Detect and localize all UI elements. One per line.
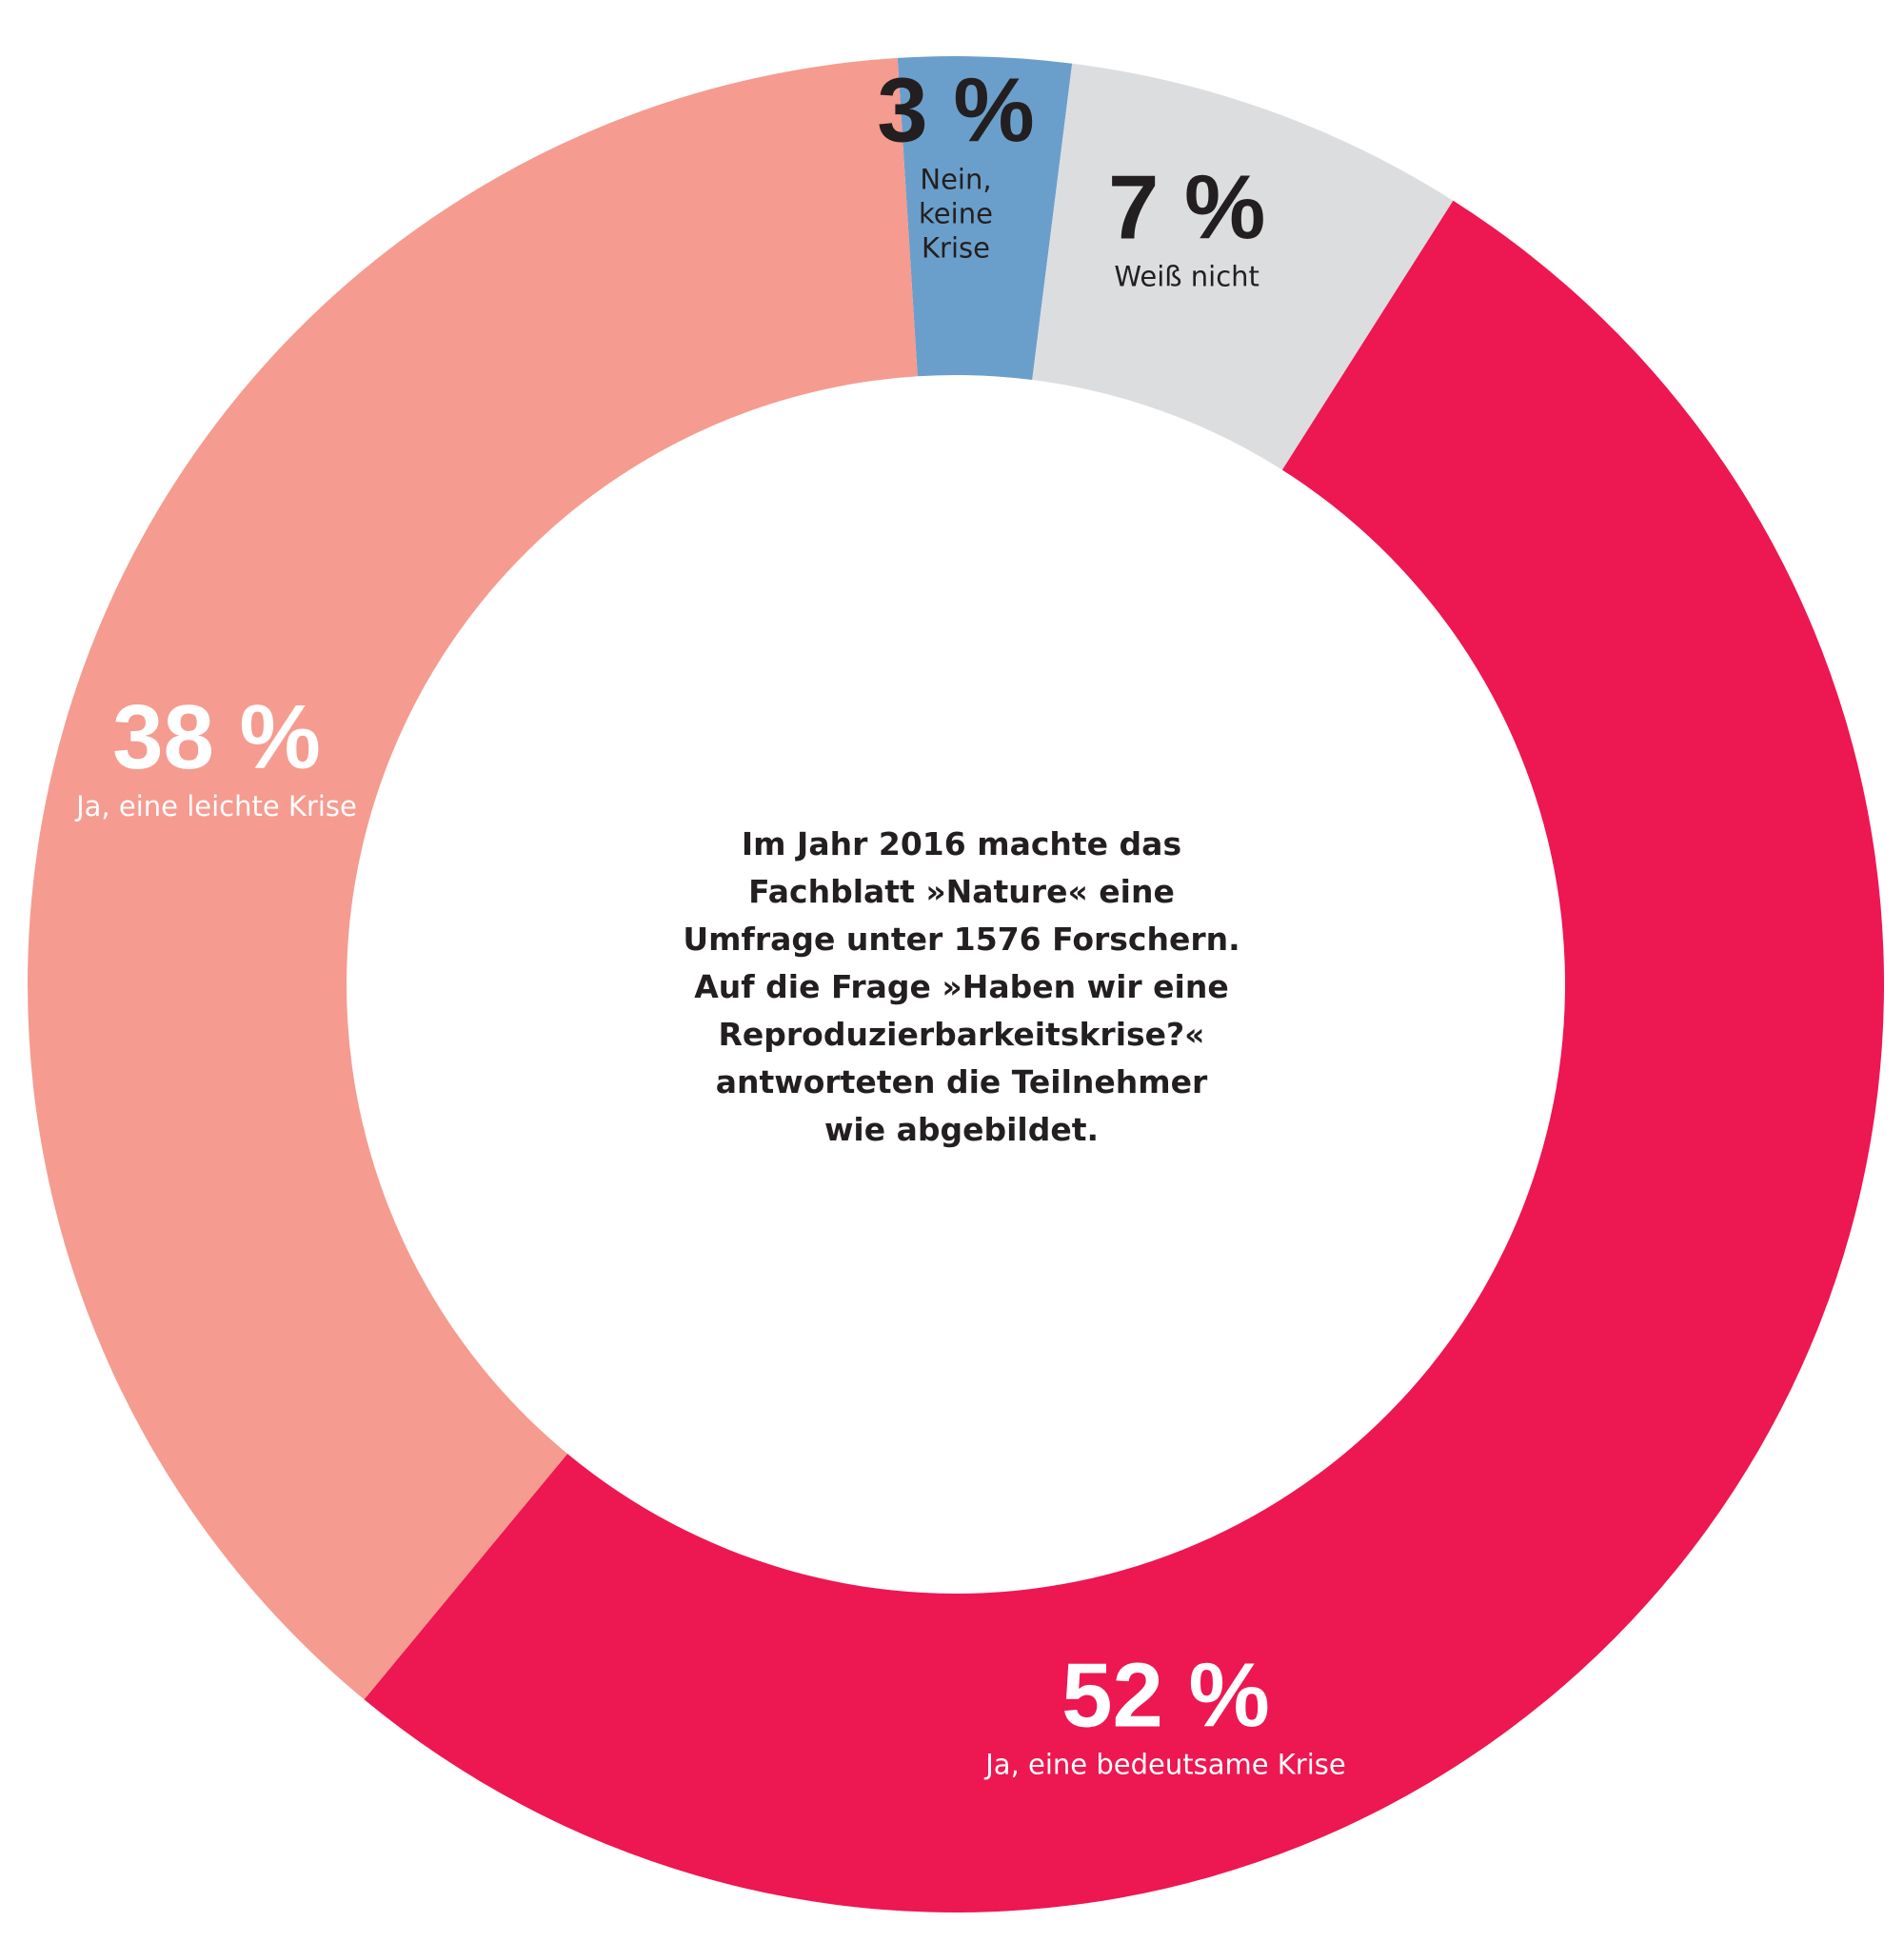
donut-slices	[27, 56, 1885, 1913]
slice-label-nein-keine-krise: Krise	[922, 231, 990, 264]
center-caption-line: wie abgebildet.	[823, 1111, 1100, 1148]
slice-label-leichte-krise: Ja, eine leichte Krise	[74, 790, 357, 822]
slice-percent-nein-keine-krise: 3 %	[877, 59, 1034, 161]
slice-label-nein-keine-krise: keine	[919, 197, 993, 229]
slice-leichte-krise	[27, 57, 918, 1700]
center-caption-line: Im Jahr 2016 machte das	[741, 825, 1182, 862]
center-caption-line: Umfrage unter 1576 Forschern.	[683, 921, 1240, 958]
center-caption-line: antworteten die Teilnehmer	[715, 1063, 1208, 1100]
slice-nein-keine-krise	[897, 56, 1073, 381]
center-caption: Im Jahr 2016 machte das Fachblatt »Natur…	[666, 821, 1257, 1154]
center-caption-line: Auf die Frage »Haben wir eine	[694, 968, 1229, 1005]
center-caption-line: Reproduzierbarkeitskrise?«	[718, 1016, 1205, 1053]
slice-bedeutsame-krise	[364, 200, 1885, 1913]
slice-percent-leichte-krise: 38 %	[112, 686, 321, 788]
slice-label-weiss-nicht: Weiß nicht	[1114, 261, 1259, 293]
slice-weiss-nicht	[1032, 63, 1454, 470]
slice-percent-bedeutsame-krise: 52 %	[1061, 1644, 1270, 1746]
slice-label-nein-keine-krise: Nein,	[920, 163, 991, 195]
slice-percent-weiss-nicht: 7 %	[1108, 157, 1265, 259]
center-caption-line: Fachblatt »Nature« eine	[748, 873, 1175, 910]
slice-label-bedeutsame-krise: Ja, eine bedeutsame Krise	[983, 1748, 1346, 1780]
